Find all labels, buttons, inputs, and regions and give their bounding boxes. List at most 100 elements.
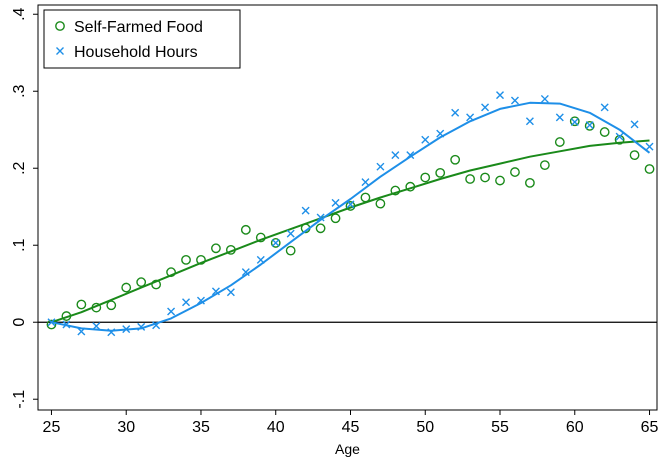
point (510, 96, 519, 105)
point (555, 113, 564, 122)
point (331, 198, 340, 207)
point (151, 279, 162, 290)
legend-marker (56, 47, 64, 55)
point (525, 117, 534, 126)
point (196, 254, 206, 265)
y-tick-label: .3 (11, 84, 28, 97)
point (629, 150, 640, 161)
point (92, 322, 101, 331)
point (436, 129, 445, 138)
point (77, 327, 86, 336)
point (270, 238, 281, 248)
point (211, 243, 221, 254)
legend-label: Self-Farmed Food (74, 19, 203, 36)
point (540, 94, 549, 103)
x-tick-label: 45 (342, 419, 360, 436)
x-axis-label: Age (335, 441, 360, 457)
point (76, 299, 87, 310)
point (255, 232, 266, 243)
point (525, 177, 535, 188)
point (375, 198, 386, 209)
point (510, 167, 520, 177)
point (181, 254, 191, 265)
point (420, 172, 431, 183)
point (226, 288, 235, 297)
point (599, 127, 610, 137)
point (330, 213, 341, 224)
point (630, 120, 639, 129)
fit-line (51, 101, 651, 332)
x-tick-label: 25 (43, 419, 61, 436)
point (121, 282, 132, 293)
point (241, 268, 250, 277)
point (435, 167, 446, 178)
point (376, 162, 385, 171)
legend-label: Household Hours (74, 44, 198, 61)
point (465, 174, 476, 184)
point (539, 160, 550, 171)
point (182, 298, 191, 307)
point (615, 132, 624, 141)
point (316, 213, 325, 222)
point (107, 328, 116, 337)
point (122, 325, 131, 334)
point (496, 91, 505, 100)
point (47, 318, 56, 327)
point (256, 255, 265, 264)
point (406, 151, 415, 160)
x-tick-label: 60 (566, 419, 584, 436)
point (285, 245, 296, 256)
point (62, 320, 71, 329)
x-tick-label: 50 (416, 419, 434, 436)
point (614, 134, 625, 145)
x-tick-label: 35 (192, 419, 210, 436)
point (570, 118, 579, 127)
point (271, 238, 280, 247)
point (569, 116, 580, 127)
point (495, 175, 505, 186)
point (644, 164, 655, 174)
point (451, 108, 460, 117)
point (421, 135, 430, 144)
point (136, 277, 147, 288)
point (584, 120, 595, 131)
point (645, 142, 654, 151)
point (301, 206, 310, 215)
point (450, 154, 461, 165)
point (286, 229, 295, 238)
x-tick-label: 30 (117, 419, 135, 436)
y-tick-label: .1 (11, 238, 28, 251)
point (91, 302, 102, 313)
point (481, 103, 490, 112)
point (167, 307, 176, 316)
point (360, 192, 371, 203)
y-tick-label: -.1 (11, 390, 28, 409)
x-tick-label: 40 (267, 419, 285, 436)
point (346, 200, 355, 209)
point (152, 321, 161, 330)
point (480, 172, 490, 183)
legend-box (43, 9, 241, 69)
point (315, 223, 326, 234)
point (106, 300, 117, 311)
x-tick-label: 65 (641, 419, 659, 436)
point (225, 244, 236, 255)
point (345, 201, 356, 211)
point (46, 319, 57, 330)
point (390, 185, 401, 196)
point (61, 311, 72, 321)
plot-frame (37, 4, 658, 411)
point (585, 121, 594, 130)
point (405, 181, 416, 192)
point (466, 113, 475, 122)
point (137, 322, 146, 331)
point (166, 267, 176, 278)
point (240, 224, 251, 235)
y-tick-label: 0 (11, 318, 28, 327)
x-tick-label: 55 (491, 419, 509, 436)
y-tick-label: .4 (11, 7, 28, 20)
legend-marker (55, 21, 65, 31)
point (391, 151, 400, 160)
point (211, 287, 220, 296)
